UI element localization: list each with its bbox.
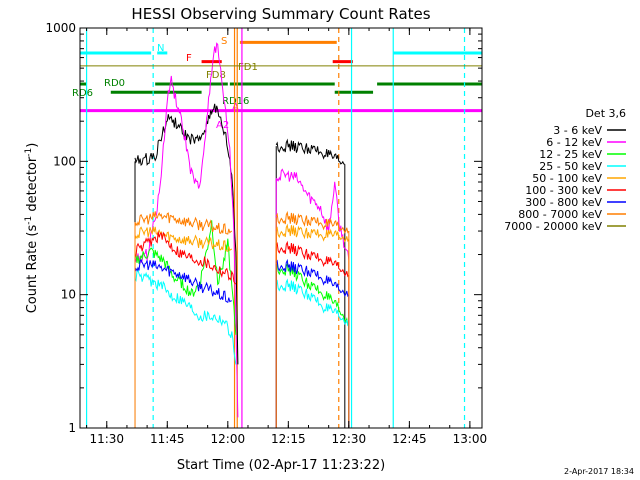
series-line: [275, 258, 350, 298]
y-tick-label: 1000: [45, 21, 76, 35]
series-line: [275, 138, 345, 165]
series-line: [275, 168, 350, 261]
legend-label: 12 - 25 keV: [539, 148, 602, 161]
x-tick-label: 12:00: [211, 432, 246, 446]
legend-label: 25 - 50 keV: [539, 160, 602, 173]
legend-label: 7000 - 20000 keV: [504, 220, 602, 233]
plot-frame: [79, 27, 483, 429]
x-tick-label: 12:15: [271, 432, 306, 446]
series-line: [275, 210, 350, 234]
legend-label: 50 - 100 keV: [532, 172, 602, 185]
axis-layer: 11:30 11:45 12:00 12:15 12:30 12:45 13:00 1 10 10…: [45, 21, 487, 446]
flag-label: FD1: [238, 62, 258, 73]
y-tick-label: 1: [68, 421, 76, 435]
flag-label: N: [157, 43, 164, 54]
x-tick-label: 12:30: [332, 432, 367, 446]
y-label-part-1: Count Rate (s: [25, 225, 40, 314]
flag-label: S: [221, 36, 227, 47]
y-label-sup-2: -1: [24, 148, 34, 157]
series-line: [275, 223, 350, 243]
flag-label: RD6: [72, 88, 93, 99]
x-tick-label: 12:45: [392, 432, 427, 446]
y-label-part-2: detector: [25, 156, 40, 216]
legend-label: 3 - 6 keV: [553, 124, 602, 137]
legend-label: 6 - 12 keV: [546, 136, 602, 149]
series-line: [275, 278, 350, 327]
vline-layer: [85, 28, 466, 428]
series-line: [275, 240, 350, 278]
x-axis-label: Start Time (02-Apr-17 11:23:22): [177, 458, 385, 473]
chart-title: HESSI Observing Summary Count Rates: [131, 5, 430, 23]
y-axis-label: Count Rate (s-1 detector-1): [24, 143, 40, 314]
flag-label: F: [186, 53, 192, 64]
series-line: [134, 258, 232, 304]
legend-label: 300 - 800 keV: [525, 196, 602, 209]
series-line: [275, 262, 350, 326]
x-tick-label: 11:45: [150, 432, 185, 446]
series-line: [134, 220, 237, 335]
legend-label: 800 - 7000 keV: [518, 208, 602, 221]
series-line: [134, 211, 233, 235]
series-line: [134, 226, 233, 252]
legend-label: 100 - 300 keV: [525, 184, 602, 197]
flag-label: RD0: [104, 78, 125, 89]
series-line: [134, 231, 237, 285]
timestamp: 2-Apr-2017 18:34: [564, 467, 634, 476]
flag-layer: N F S FD1 FD8 RD0 RD6 RD16 A2A: [72, 36, 482, 131]
x-tick-label: 11:30: [89, 432, 124, 446]
y-label-part-3: ): [25, 143, 40, 148]
series-line: [134, 269, 237, 365]
y-label-sup-1: -1: [24, 216, 34, 225]
flag-label: FD8: [206, 70, 226, 81]
flag-label: A: [232, 102, 239, 113]
series-line: [134, 103, 239, 365]
y-tick-label: 100: [53, 154, 76, 168]
y-tick-label: 10: [61, 288, 76, 302]
series-layer: [80, 42, 482, 428]
legend-title: Det 3,6: [585, 107, 626, 120]
x-tick-label: 13:00: [453, 432, 488, 446]
flag-label: RD16: [222, 96, 249, 107]
flag-label: A2: [216, 120, 229, 131]
